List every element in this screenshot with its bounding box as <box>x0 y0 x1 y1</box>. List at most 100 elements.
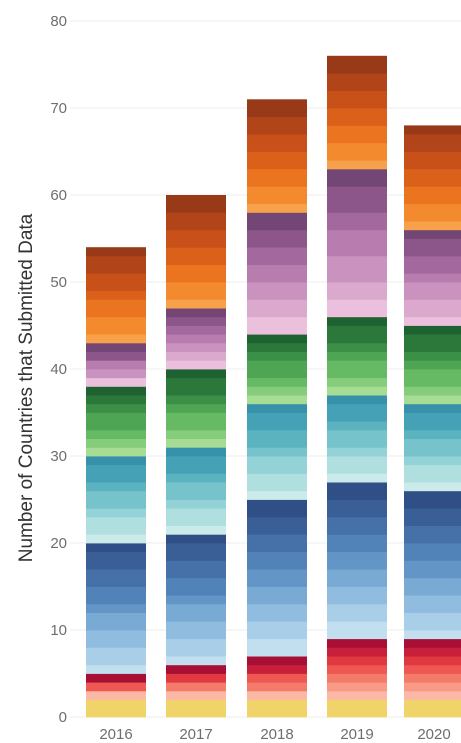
bar-segment-green <box>404 369 461 379</box>
bar-segment-purple <box>166 325 226 335</box>
bar-segment-orange <box>404 142 461 152</box>
bar-segment-blue <box>404 560 461 570</box>
bar-segment-orange <box>86 255 146 265</box>
bar-segment-purple <box>327 229 387 239</box>
bar-segment-blue <box>327 490 387 500</box>
bar-segment-orange <box>166 255 226 265</box>
bar-segment-red <box>166 664 226 674</box>
bar-segment-blue <box>327 586 387 596</box>
bar-segment-teal <box>166 482 226 492</box>
bar-segment-green <box>247 351 307 361</box>
y-tick-label: 30 <box>50 448 67 465</box>
bar-segment-blue <box>247 543 307 553</box>
bar-segment-purple <box>327 177 387 187</box>
bar-segment-teal <box>166 447 226 457</box>
bar-segment-green <box>247 395 307 405</box>
bar-segment-orange <box>327 160 387 170</box>
bar-segment-blue <box>327 621 387 631</box>
bar-segment-green <box>166 395 226 405</box>
bar-2016 <box>86 247 146 718</box>
bar-segment-purple <box>166 351 226 361</box>
bar-segment-orange <box>327 90 387 100</box>
bar-segment-blue <box>327 508 387 518</box>
bar-segment-green <box>327 325 387 335</box>
bar-segment-red <box>247 682 307 692</box>
bar-segment-teal <box>86 490 146 500</box>
bar-segment-orange <box>86 325 146 335</box>
bar-segment-yellow <box>404 708 461 718</box>
bar-segment-green <box>404 325 461 335</box>
bar-segment-red <box>166 682 226 692</box>
x-axis-ticks: 2016 2017 2018 2019 2020 <box>99 726 450 743</box>
bar-segment-purple <box>166 334 226 344</box>
bar-segment-blue <box>404 516 461 526</box>
bar-segment-orange <box>166 290 226 300</box>
bar-segment-red <box>327 682 387 692</box>
bar-segment-orange <box>247 142 307 152</box>
bar-segment-green <box>247 369 307 379</box>
bar-segment-blue <box>327 577 387 587</box>
bar-segment-orange <box>327 116 387 126</box>
bar-segment-teal <box>86 516 146 526</box>
bar-segment-purple <box>166 342 226 352</box>
bar-segment-teal <box>404 482 461 492</box>
bar-segment-purple <box>327 308 387 318</box>
bar-segment-blue <box>404 534 461 544</box>
bar-segment-purple <box>404 238 461 248</box>
bar-segment-purple <box>86 369 146 379</box>
bar-segment-green <box>166 421 226 431</box>
bar-segment-orange <box>247 99 307 109</box>
bar-segment-teal <box>166 508 226 518</box>
bar-segment-purple <box>327 221 387 231</box>
bar-segment-purple <box>247 308 307 318</box>
bar-segment-teal <box>86 525 146 535</box>
bar-segment-blue <box>86 595 146 605</box>
bar-segment-orange <box>404 221 461 231</box>
bar-segment-green <box>404 360 461 370</box>
bar-segment-blue <box>404 525 461 535</box>
bar-segment-blue <box>404 551 461 561</box>
bar-segment-orange <box>247 168 307 178</box>
bar-segment-green <box>404 342 461 352</box>
bar-segment-green <box>166 386 226 396</box>
bar-2018 <box>247 99 307 718</box>
bar-segment-orange <box>327 151 387 161</box>
bar-segment-orange <box>404 160 461 170</box>
bar-segment-orange <box>404 177 461 187</box>
x-tick-label-2017: 2017 <box>179 726 212 743</box>
bar-segment-orange <box>327 99 387 109</box>
bar-segment-blue <box>247 534 307 544</box>
bar-segment-blue <box>327 551 387 561</box>
bar-segment-purple <box>404 229 461 239</box>
bar-segment-yellow <box>247 699 307 709</box>
bar-segment-teal <box>86 464 146 474</box>
bar-segment-blue <box>86 647 146 657</box>
bar-segment-purple <box>404 316 461 326</box>
bar-segment-green <box>404 386 461 396</box>
bar-segment-purple <box>247 247 307 257</box>
bar-segment-green <box>166 403 226 413</box>
bar-segment-blue <box>327 569 387 579</box>
bar-segment-purple <box>327 255 387 265</box>
bar-segment-blue <box>166 595 226 605</box>
bar-segment-red <box>327 690 387 700</box>
bar-segment-green <box>247 386 307 396</box>
bar-segment-green <box>166 429 226 439</box>
bar-segment-orange <box>86 273 146 283</box>
bar-segment-purple <box>247 325 307 335</box>
bar-segment-blue <box>247 630 307 640</box>
bar-segment-orange <box>404 186 461 196</box>
bar-segment-teal <box>247 447 307 457</box>
bar-segment-blue <box>247 603 307 613</box>
bar-segment-purple <box>404 282 461 292</box>
bar-segment-yellow <box>404 699 461 709</box>
bar-segment-orange <box>327 125 387 135</box>
bar-segment-teal <box>247 490 307 500</box>
bar-segment-purple <box>166 316 226 326</box>
bar-segment-teal <box>86 482 146 492</box>
bar-segment-purple <box>166 308 226 318</box>
bar-segment-blue <box>404 630 461 640</box>
y-tick-label: 60 <box>50 187 67 204</box>
bar-segment-green <box>247 342 307 352</box>
bar-segment-green <box>327 360 387 370</box>
